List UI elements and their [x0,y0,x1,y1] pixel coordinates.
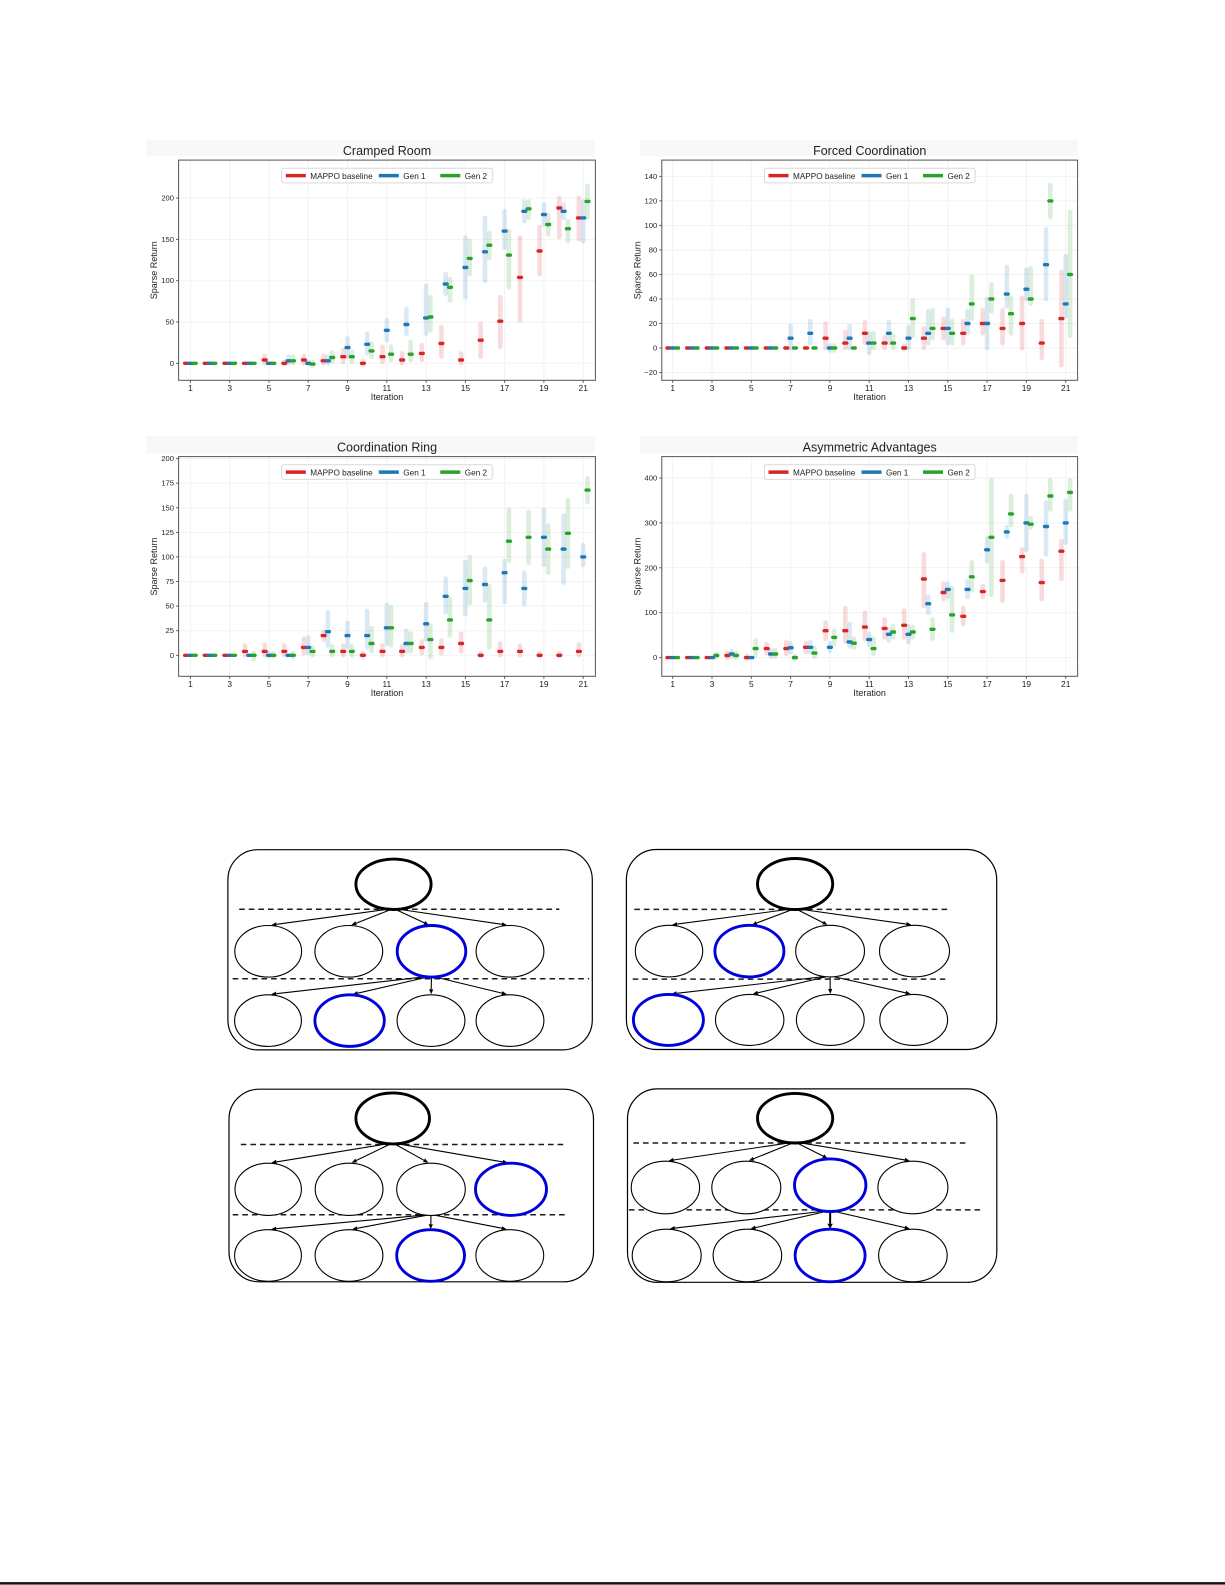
svg-text:Sparse Return: Sparse Return [149,537,159,595]
svg-text:17: 17 [982,679,992,689]
svg-text:11: 11 [865,383,874,393]
svg-text:9: 9 [345,383,350,393]
svg-text:300: 300 [645,518,658,527]
svg-text:Gen 2: Gen 2 [948,172,971,181]
svg-text:3: 3 [227,679,232,689]
svg-text:7: 7 [306,383,311,393]
svg-text:50: 50 [166,602,174,611]
svg-text:25: 25 [166,626,174,635]
svg-text:21: 21 [1061,383,1071,393]
svg-text:400: 400 [645,474,658,483]
svg-text:140: 140 [645,172,658,181]
svg-text:MAPPO baseline: MAPPO baseline [793,172,856,181]
svg-text:3: 3 [227,383,232,393]
svg-text:Gen 1: Gen 1 [886,172,909,181]
svg-text:0: 0 [170,651,174,660]
svg-text:7: 7 [788,679,793,689]
svg-text:Coordination Ring: Coordination Ring [337,440,437,454]
svg-text:19: 19 [1022,383,1032,393]
svg-text:Gen 1: Gen 1 [886,468,909,477]
svg-text:17: 17 [500,679,510,689]
svg-text:13: 13 [904,679,914,689]
svg-text:0: 0 [653,344,657,353]
svg-text:20: 20 [649,319,657,328]
svg-text:50: 50 [166,318,174,327]
svg-text:21: 21 [579,679,589,689]
svg-text:5: 5 [749,679,754,689]
svg-text:Forced Coordination: Forced Coordination [813,144,926,158]
svg-text:150: 150 [161,235,174,244]
svg-text:3: 3 [710,383,715,393]
svg-text:1: 1 [188,679,193,689]
svg-text:Asymmetric Advantages: Asymmetric Advantages [803,440,937,454]
svg-text:Sparse Return: Sparse Return [149,241,159,299]
svg-text:Sparse Return: Sparse Return [632,241,642,299]
svg-text:Iteration: Iteration [371,392,404,402]
svg-text:0: 0 [170,359,174,368]
svg-text:1: 1 [188,383,193,393]
svg-text:200: 200 [645,563,658,572]
svg-text:100: 100 [645,608,658,617]
svg-text:Sparse Return: Sparse Return [632,537,642,595]
svg-text:Gen 2: Gen 2 [465,468,488,477]
svg-text:15: 15 [461,679,471,689]
svg-text:Iteration: Iteration [853,688,886,698]
svg-text:15: 15 [943,679,953,689]
svg-text:21: 21 [579,383,589,393]
svg-text:80: 80 [649,246,657,255]
svg-text:1: 1 [670,383,675,393]
svg-text:5: 5 [267,679,272,689]
svg-text:19: 19 [539,383,549,393]
svg-text:21: 21 [1061,679,1071,689]
svg-text:17: 17 [500,383,510,393]
svg-text:9: 9 [345,679,350,689]
svg-text:11: 11 [865,679,874,689]
svg-text:3: 3 [710,679,715,689]
svg-text:175: 175 [161,479,174,488]
svg-text:150: 150 [161,503,174,512]
svg-text:11: 11 [382,383,391,393]
svg-text:19: 19 [1022,679,1032,689]
svg-text:19: 19 [539,679,549,689]
svg-text:Iteration: Iteration [371,688,404,698]
svg-text:100: 100 [161,552,174,561]
svg-text:120: 120 [645,196,658,205]
svg-text:7: 7 [306,679,311,689]
svg-text:9: 9 [828,679,833,689]
svg-text:40: 40 [649,295,657,304]
svg-text:5: 5 [267,383,272,393]
svg-text:Gen 1: Gen 1 [403,468,426,477]
svg-text:Gen 1: Gen 1 [403,172,426,181]
svg-text:100: 100 [645,221,658,230]
svg-text:1: 1 [670,679,675,689]
svg-text:13: 13 [421,679,431,689]
svg-text:MAPPO baseline: MAPPO baseline [310,468,373,477]
svg-text:60: 60 [649,270,657,279]
svg-text:75: 75 [166,577,174,586]
svg-text:100: 100 [161,276,174,285]
svg-text:17: 17 [982,383,992,393]
svg-text:Iteration: Iteration [853,392,886,402]
svg-text:11: 11 [382,679,391,689]
svg-text:Gen 2: Gen 2 [948,468,971,477]
svg-text:15: 15 [943,383,953,393]
svg-text:13: 13 [421,383,431,393]
svg-text:MAPPO baseline: MAPPO baseline [310,172,373,181]
svg-text:MAPPO baseline: MAPPO baseline [793,468,856,477]
svg-text:0: 0 [653,653,657,662]
svg-text:Cramped Room: Cramped Room [343,144,431,158]
svg-text:125: 125 [161,528,174,537]
svg-text:200: 200 [161,454,174,463]
svg-text:Gen 2: Gen 2 [465,172,488,181]
svg-text:200: 200 [161,194,174,203]
svg-text:7: 7 [788,383,793,393]
svg-text:−20: −20 [644,368,657,377]
svg-text:9: 9 [828,383,833,393]
svg-text:15: 15 [461,383,471,393]
svg-text:13: 13 [904,383,914,393]
svg-text:5: 5 [749,383,754,393]
